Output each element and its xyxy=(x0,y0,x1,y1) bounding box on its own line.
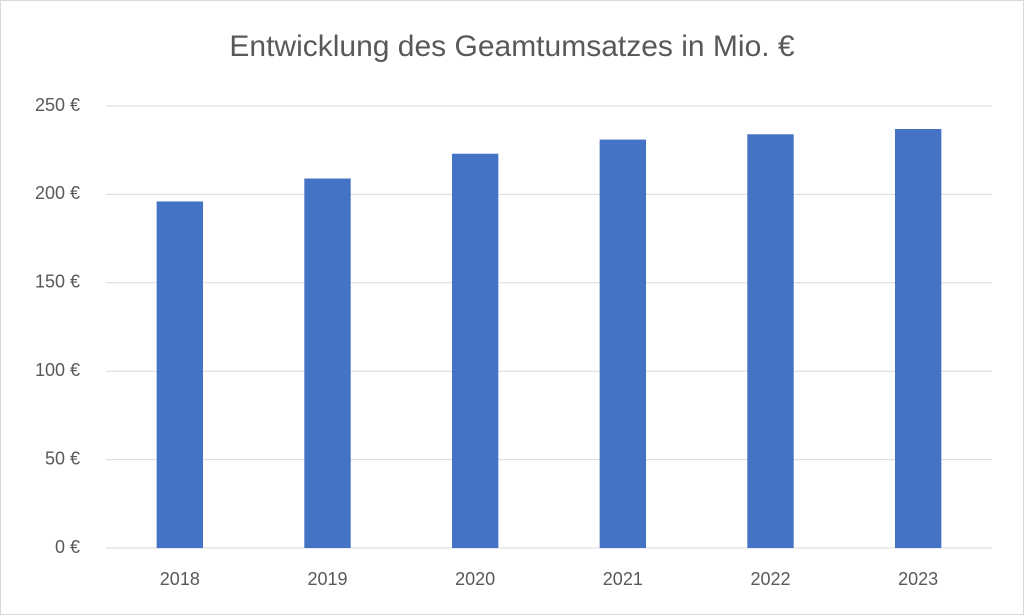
x-tick-label: 2022 xyxy=(750,569,790,589)
y-tick-label: 100 € xyxy=(35,360,80,380)
bar xyxy=(304,178,351,548)
y-tick-label: 200 € xyxy=(35,183,80,203)
x-tick-label: 2021 xyxy=(603,569,643,589)
bar xyxy=(747,134,794,548)
bar xyxy=(156,201,204,549)
y-tick-label: 50 € xyxy=(45,448,80,468)
bar xyxy=(599,139,647,549)
x-tick-label: 2020 xyxy=(455,569,495,589)
bar xyxy=(451,153,499,548)
x-tick-label: 2023 xyxy=(898,569,938,589)
y-tick-label: 150 € xyxy=(35,272,80,292)
x-tick-label: 2018 xyxy=(160,569,200,589)
y-tick-label: 0 € xyxy=(55,537,80,557)
y-tick-label: 250 € xyxy=(35,95,80,115)
chart-title: Entwicklung des Geamtumsatzes in Mio. € xyxy=(229,30,795,63)
x-tick-label: 2019 xyxy=(307,569,347,589)
bar xyxy=(894,128,942,548)
